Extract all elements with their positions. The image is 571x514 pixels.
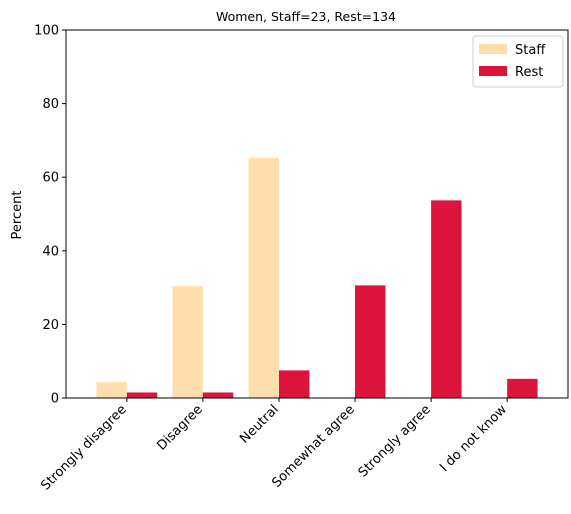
bar-staff-0 — [96, 382, 127, 398]
chart-title: Women, Staff=23, Rest=134 — [216, 9, 396, 24]
x-tick-label: Neutral — [237, 402, 282, 447]
bar-rest-1 — [202, 392, 234, 398]
legend-swatch-staff — [479, 44, 507, 54]
bar-rest-0 — [126, 392, 158, 398]
x-tick-label: I do not know — [437, 402, 510, 475]
bar-staff-1 — [172, 286, 203, 398]
y-axis: 0 20 40 60 80 100 — [34, 24, 66, 407]
y-axis-label: Percent — [10, 191, 25, 240]
y-tick-label: 0 — [51, 392, 59, 407]
x-axis: Strongly disagree Disagree NeutralSomewhat… — [38, 398, 510, 494]
bars-group — [96, 158, 538, 398]
y-tick-label: 40 — [42, 244, 59, 259]
legend-label-rest: Rest — [515, 65, 543, 80]
plot-frame — [65, 29, 569, 399]
legend: Staff Rest — [472, 35, 564, 88]
bar-rest-5 — [507, 378, 538, 398]
y-tick-label: 20 — [42, 318, 59, 333]
bar-staff-2 — [248, 158, 279, 398]
bar-rest-4 — [431, 200, 462, 398]
y-tick-label: 80 — [42, 97, 59, 112]
x-tick-label: Somewhat agree — [269, 402, 358, 491]
bar-rest-3 — [355, 285, 386, 398]
legend-label-staff: Staff — [515, 43, 546, 58]
legend-swatch-rest — [479, 66, 507, 76]
x-tick-label: Disagree — [154, 402, 205, 453]
bar-rest-2 — [278, 370, 310, 398]
x-tick-label: Strongly disagree — [38, 402, 129, 493]
y-tick-label: 60 — [42, 171, 59, 186]
x-tick-label: Strongly agree — [356, 402, 434, 480]
y-tick-label: 100 — [34, 24, 59, 39]
